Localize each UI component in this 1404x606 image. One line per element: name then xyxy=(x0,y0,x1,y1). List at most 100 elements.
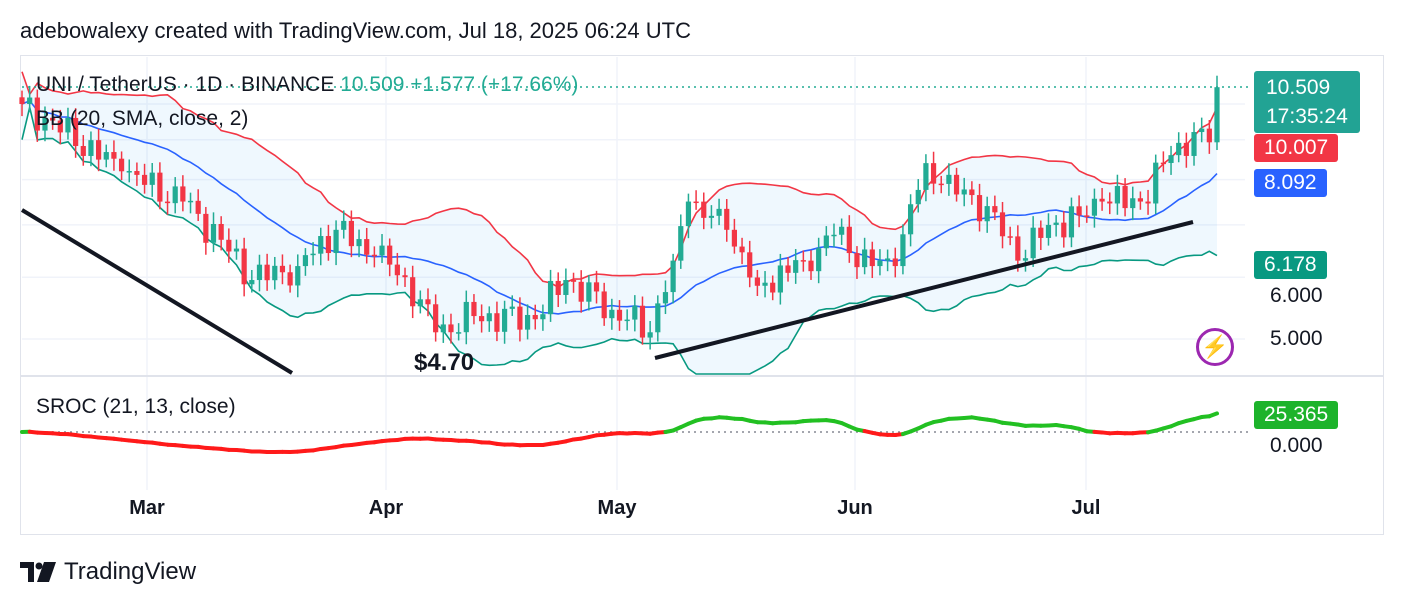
candle xyxy=(1099,188,1105,211)
candle-body xyxy=(976,195,983,222)
candle xyxy=(80,135,86,166)
candle-body xyxy=(777,265,783,293)
candle-body xyxy=(800,260,806,262)
candle xyxy=(379,234,385,263)
last-price-badge: 10.509 17:35:24 xyxy=(1254,71,1360,133)
candle xyxy=(777,253,783,305)
candle xyxy=(1145,189,1151,215)
candle-body xyxy=(272,265,278,281)
candle-body xyxy=(80,146,86,156)
candle-body xyxy=(708,215,715,218)
candle-body xyxy=(27,97,33,105)
candle xyxy=(433,294,439,342)
candle-body xyxy=(754,277,760,286)
candle-body xyxy=(325,236,332,254)
candle xyxy=(877,249,883,276)
candle-body xyxy=(279,265,286,273)
candle-body xyxy=(501,308,508,332)
candle-body xyxy=(34,97,40,131)
candle xyxy=(540,304,546,331)
candle-body xyxy=(249,280,255,285)
candle-body xyxy=(823,235,829,249)
candle-body xyxy=(609,309,615,319)
candle xyxy=(1114,174,1121,215)
candle-body xyxy=(241,248,247,285)
candle xyxy=(685,193,692,239)
candle-body xyxy=(494,313,500,332)
trendline-down[interactable] xyxy=(20,208,294,375)
candle-body xyxy=(157,172,163,202)
candle-body xyxy=(693,201,699,204)
bb-basis-badge: 8.092 xyxy=(1254,169,1327,197)
candle xyxy=(1214,75,1220,151)
candle xyxy=(348,210,354,258)
candle xyxy=(249,269,255,293)
candle xyxy=(754,269,760,297)
candle xyxy=(946,163,952,196)
candle-body xyxy=(915,189,921,205)
lightning-icon[interactable]: ⚡ xyxy=(1196,328,1234,366)
candle xyxy=(410,265,416,319)
candle xyxy=(141,163,148,194)
candle xyxy=(961,177,967,207)
candle-body xyxy=(479,316,485,322)
sroc-line xyxy=(20,411,1219,454)
candle-body xyxy=(111,152,117,159)
chart-attribution: adebowalexy created with TradingView.com… xyxy=(20,18,691,43)
time-tick: Jun xyxy=(837,497,873,519)
candle xyxy=(333,220,339,266)
candle xyxy=(256,254,263,292)
candle xyxy=(27,85,33,113)
legend-symbol[interactable]: UNI / TetherUS · 1D · BINANCE 10.509 +1.… xyxy=(36,73,578,97)
candle-body xyxy=(846,226,852,254)
candle xyxy=(149,162,155,197)
candle xyxy=(570,272,577,293)
candle xyxy=(233,239,240,260)
candle xyxy=(1130,186,1136,221)
trendline-up[interactable] xyxy=(654,220,1194,360)
candle xyxy=(157,162,163,210)
candle xyxy=(593,270,600,304)
candle xyxy=(180,175,186,212)
legend-sroc[interactable]: SROC (21, 13, close) xyxy=(36,395,236,418)
candle xyxy=(325,224,332,261)
candle-body xyxy=(877,260,883,267)
candle-body xyxy=(88,140,94,156)
candle-body xyxy=(1061,222,1067,238)
candle xyxy=(907,194,914,247)
tradingview-logo[interactable]: TradingView xyxy=(20,558,196,586)
candle xyxy=(885,249,891,272)
candle-body xyxy=(1114,186,1121,204)
candle-body xyxy=(425,299,431,305)
candle-body xyxy=(831,234,837,237)
candle-body xyxy=(885,258,891,261)
candle xyxy=(1122,178,1128,217)
candle-body xyxy=(149,172,155,185)
candle xyxy=(1137,191,1143,210)
candle-body xyxy=(724,208,730,230)
candle xyxy=(479,304,485,333)
candle-body xyxy=(256,264,263,281)
pane-separator[interactable] xyxy=(21,375,1383,377)
candle xyxy=(501,300,508,344)
candle-body xyxy=(348,220,354,247)
candle xyxy=(264,253,270,291)
candle xyxy=(1076,195,1082,228)
candle xyxy=(425,288,431,317)
candle xyxy=(1038,220,1044,250)
candle xyxy=(118,151,125,181)
legend-bb[interactable]: BB (20, SMA, close, 2) xyxy=(36,107,249,130)
candle xyxy=(846,215,852,263)
candle xyxy=(678,214,684,269)
candle xyxy=(532,304,538,330)
candle xyxy=(862,237,868,275)
candle-body xyxy=(900,234,906,267)
candle xyxy=(953,167,960,202)
candle xyxy=(808,250,814,280)
candle xyxy=(938,175,944,194)
candle xyxy=(517,297,523,342)
candle xyxy=(609,298,615,330)
time-tick: Apr xyxy=(368,497,404,519)
candle-body xyxy=(210,223,217,243)
